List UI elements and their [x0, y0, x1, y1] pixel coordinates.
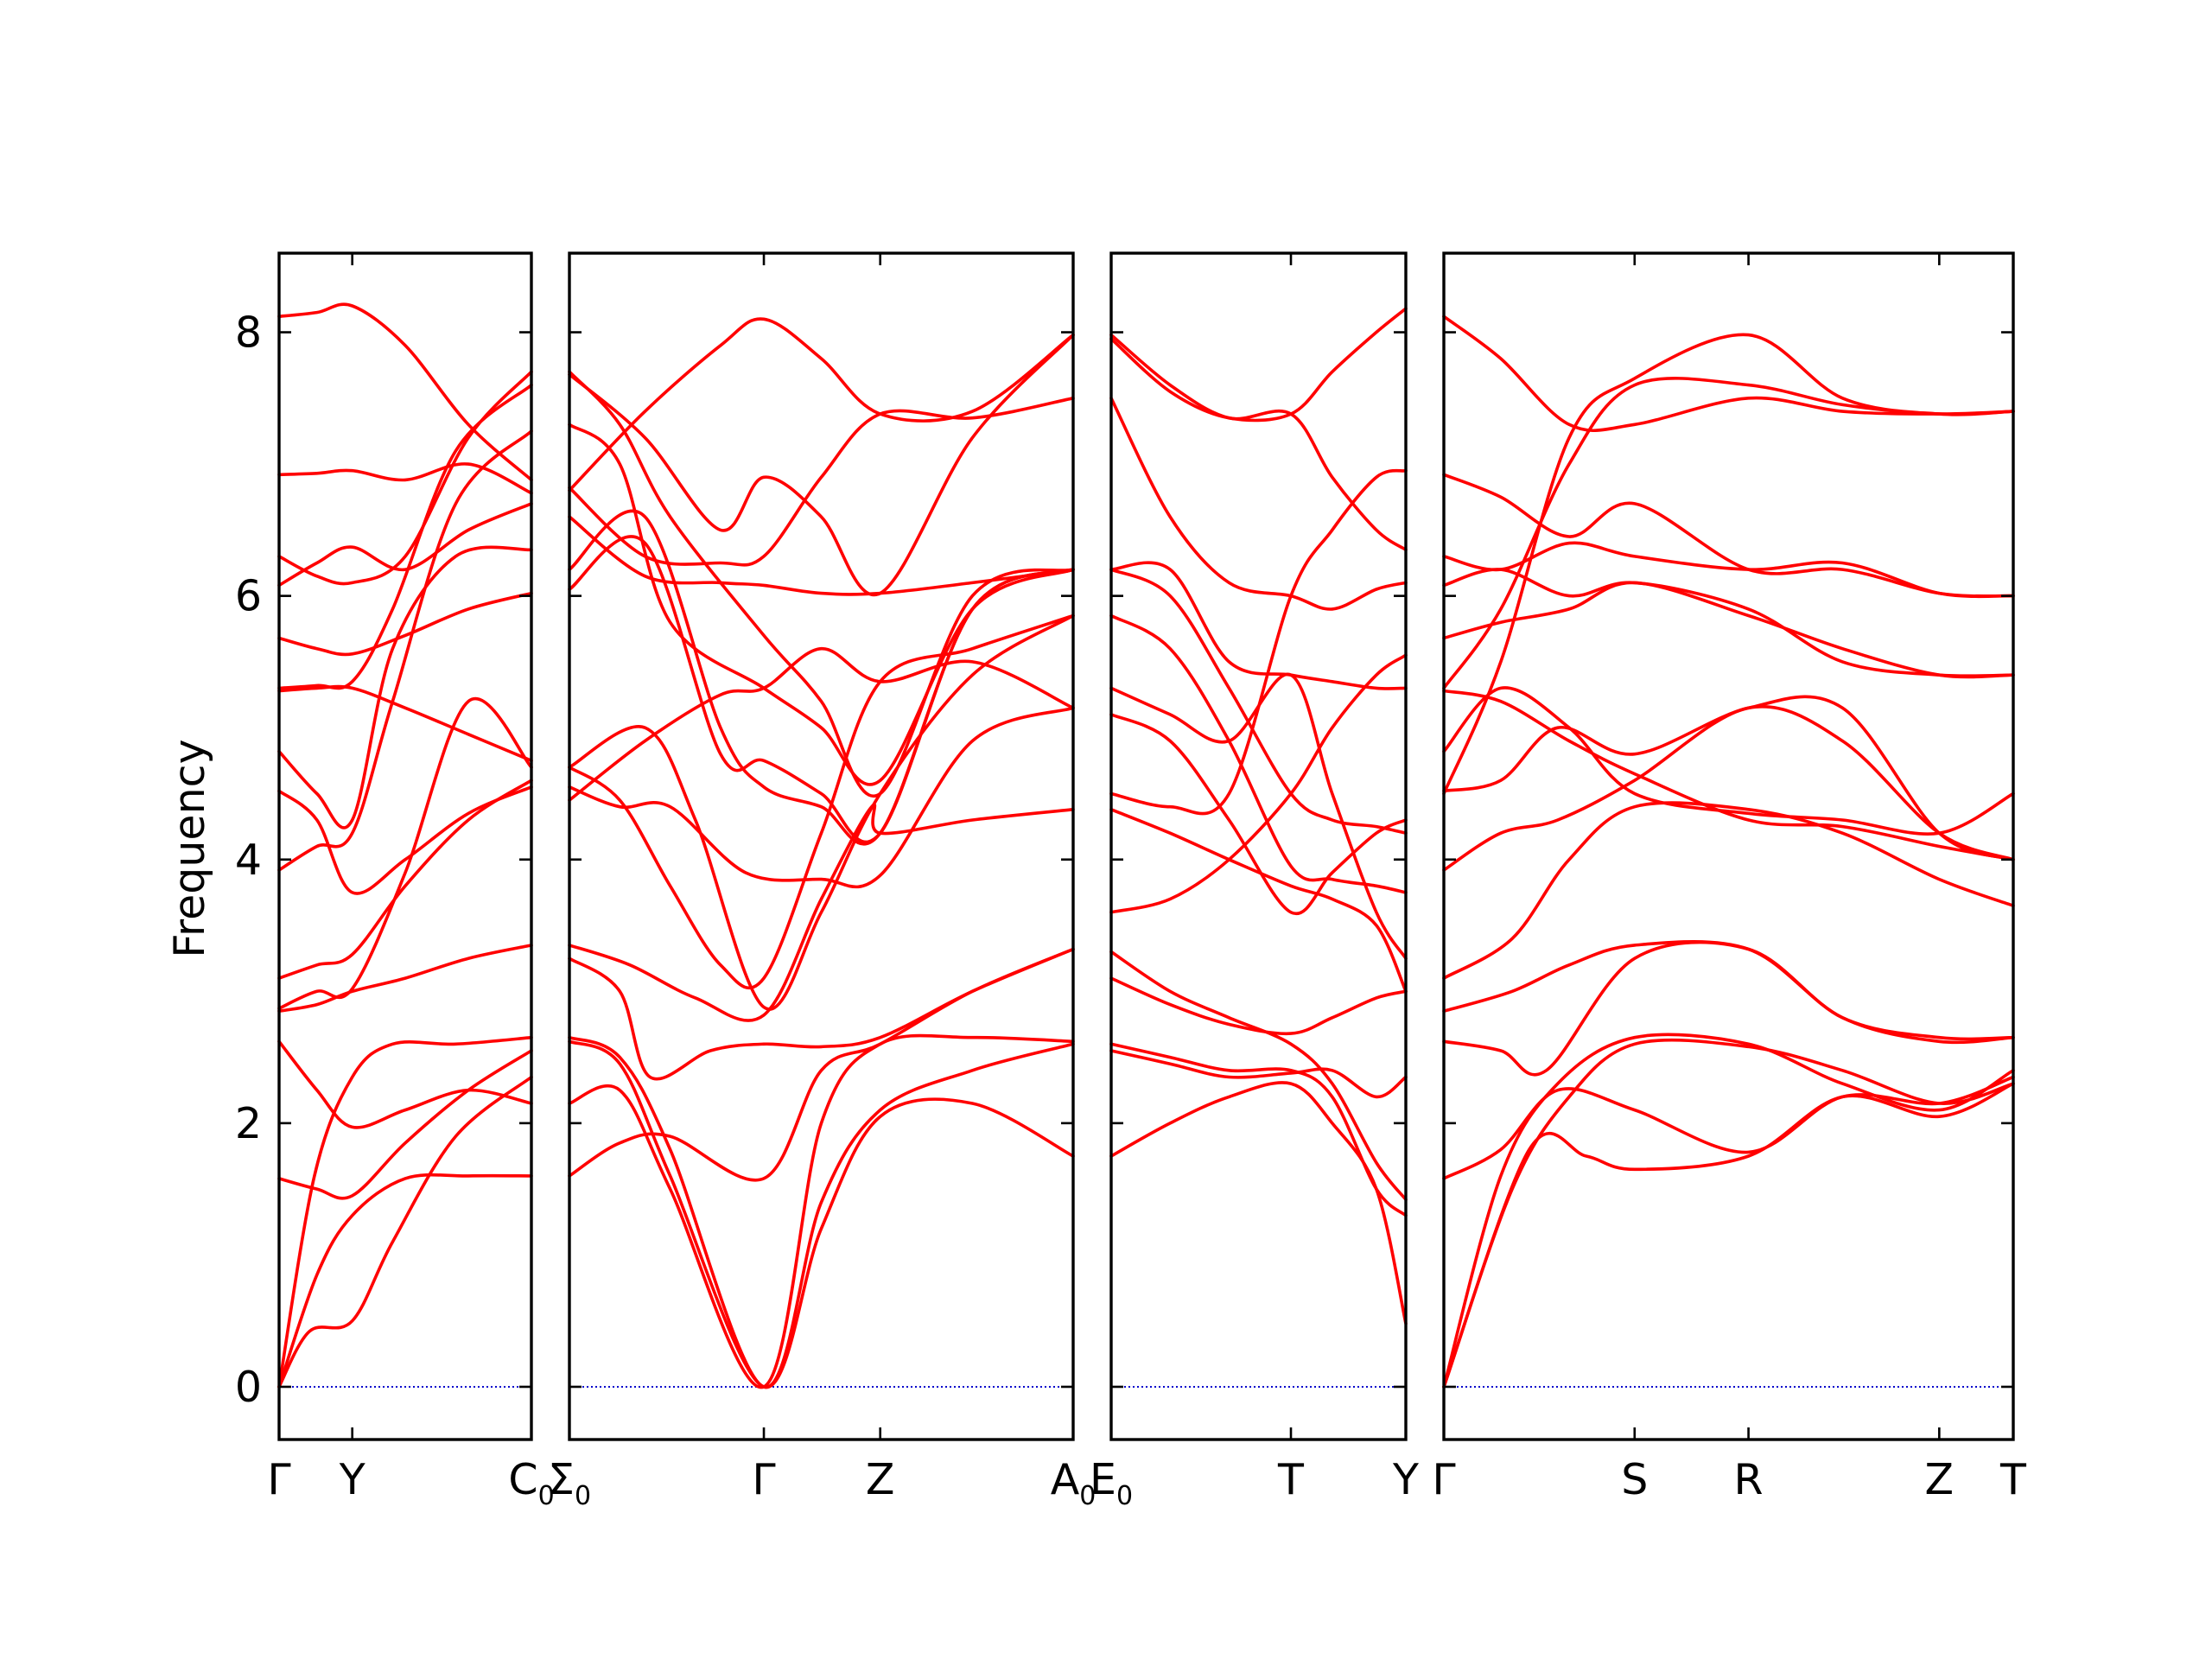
band-line: [1109, 333, 1408, 552]
panel-frame: [1109, 251, 1408, 1441]
band-line: [568, 515, 1075, 596]
band-line: [1442, 705, 2015, 872]
band-line: [277, 944, 533, 1013]
band-line: [568, 646, 1075, 802]
band-line: [277, 502, 533, 588]
band-line: [568, 706, 1075, 889]
x-tick-label: T: [1999, 1455, 2027, 1504]
x-tick-label: E0: [1090, 1455, 1133, 1511]
band-line: [1442, 1033, 2015, 1389]
y-tick-label: 4: [235, 836, 262, 885]
band-line: [277, 785, 533, 895]
band-line: [277, 383, 533, 690]
band-line: [1442, 801, 2015, 980]
x-tick-label: Γ: [1432, 1455, 1456, 1504]
x-tick-label: Σ0: [548, 1455, 591, 1511]
y-tick-label: 8: [235, 308, 262, 358]
panel-frame: [1442, 251, 2015, 1441]
band-line: [277, 684, 533, 763]
band-line: [568, 1035, 1075, 1389]
x-tick-label: Γ: [267, 1455, 291, 1504]
band-line: [568, 333, 1075, 597]
band-line: [1109, 713, 1408, 916]
band-line: [1109, 653, 1408, 914]
band-line: [1109, 468, 1408, 816]
band-line: [1442, 1082, 2015, 1389]
band-line: [1442, 473, 2015, 598]
band-line: [1109, 1042, 1408, 1217]
band-line: [1109, 307, 1408, 423]
band-line: [1442, 1075, 2015, 1180]
band-line: [1442, 377, 2015, 690]
band-line: [277, 1039, 533, 1129]
band-line: [1109, 1049, 1408, 1099]
band-line: [277, 1035, 533, 1389]
band-line: [1442, 940, 2015, 1077]
x-tick-label: R: [1734, 1455, 1764, 1504]
band-line: [1109, 950, 1408, 1202]
panel-frame: [277, 251, 533, 1441]
x-tick-label: Y: [1392, 1455, 1420, 1504]
band-line: [1442, 686, 2015, 836]
band-line: [1442, 695, 2015, 861]
band-line: [568, 1039, 1075, 1389]
band-line: [1442, 940, 2015, 1045]
band-line: [277, 1075, 533, 1389]
panel-frame: [568, 251, 1075, 1441]
band-line: [1109, 397, 1408, 611]
band-line: [568, 1033, 1075, 1389]
band-line: [1442, 568, 2015, 678]
band-line: [568, 613, 1075, 990]
band-line: [277, 1173, 533, 1389]
x-tick-label: Y: [339, 1455, 366, 1504]
y-tick-label: 6: [235, 572, 262, 621]
band-line: [277, 429, 533, 872]
band-line: [277, 545, 533, 830]
x-tick-label: Z: [866, 1455, 895, 1504]
band-line: [568, 803, 1075, 1022]
band-line: [277, 591, 533, 657]
panel-3: E0 T Y: [1090, 251, 1420, 1511]
band-line: [1442, 333, 2015, 796]
band-line: [568, 509, 1075, 846]
band-line: [568, 317, 1075, 493]
band-line: [1109, 568, 1408, 835]
band-line: [1442, 689, 2015, 861]
band-line: [568, 370, 1075, 798]
band-line: [1109, 808, 1408, 994]
band-line: [568, 947, 1075, 1081]
x-tick-label: Z: [1925, 1455, 1955, 1504]
band-line: [1109, 1081, 1408, 1325]
x-tick-label: S: [1621, 1455, 1648, 1504]
band-line: [1109, 613, 1408, 894]
band-line: [277, 779, 533, 980]
band-line: [568, 613, 1075, 1011]
band-line: [277, 462, 533, 495]
y-tick-label: 0: [235, 1363, 262, 1412]
band-line: [568, 423, 1075, 786]
band-line: [1442, 581, 2015, 679]
band-line: [1109, 561, 1408, 690]
band-line: [277, 370, 533, 586]
y-axis-label: Frequency: [165, 739, 214, 957]
band-line: [1109, 976, 1408, 1036]
band-line: [277, 1049, 533, 1200]
x-tick-label: Γ: [752, 1455, 776, 1504]
band-line: [1442, 1038, 2015, 1389]
band-line: [568, 535, 1075, 843]
band-line: [277, 302, 533, 482]
x-tick-label: T: [1277, 1455, 1305, 1504]
band-line: [1109, 672, 1408, 960]
y-tick-label: 2: [235, 1099, 262, 1148]
band-line: [277, 696, 533, 1010]
band-line: [568, 947, 1075, 1182]
band-line: [568, 397, 1075, 567]
panel-2: Σ0 Γ Z A0: [548, 251, 1096, 1511]
